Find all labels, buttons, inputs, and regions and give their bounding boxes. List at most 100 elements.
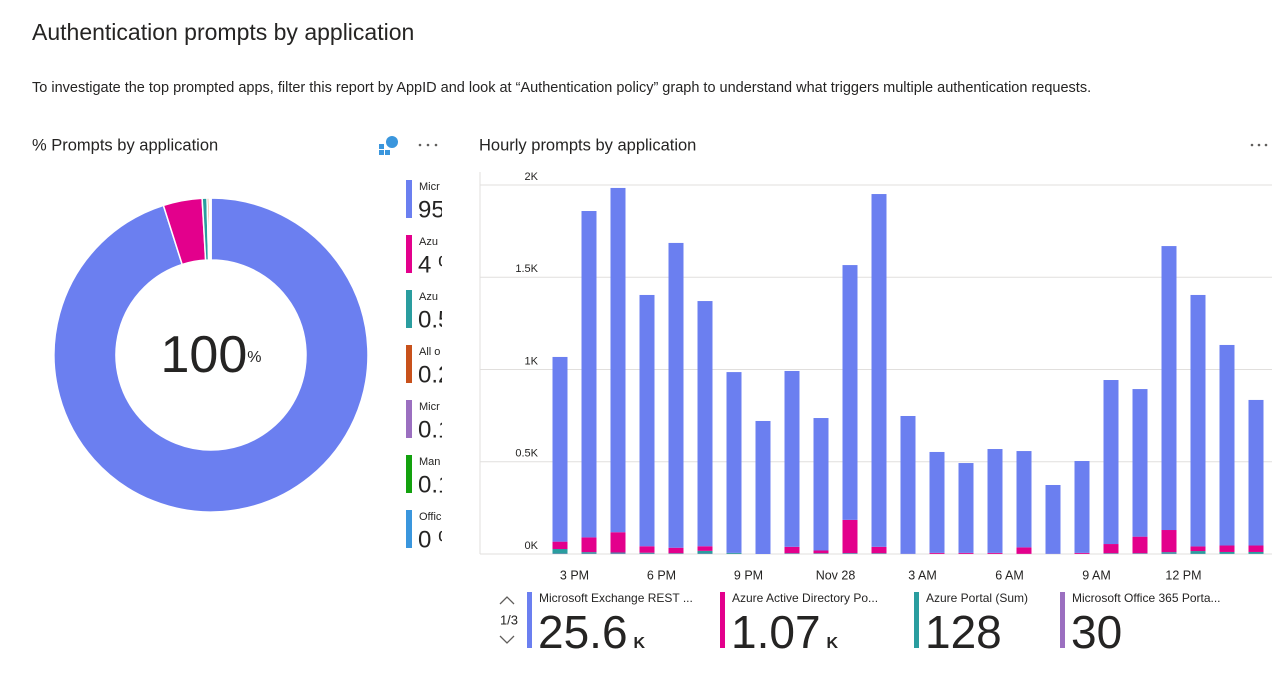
dot xyxy=(434,143,438,147)
bar-segment xyxy=(697,550,713,554)
legend-label: Micr xyxy=(419,181,440,193)
bar-segment xyxy=(1132,536,1148,554)
bar-segment xyxy=(1074,552,1090,554)
bar-segment xyxy=(1132,389,1148,537)
bar-segment xyxy=(1016,451,1032,548)
bar-segment xyxy=(929,451,945,553)
bar-segment xyxy=(813,550,829,554)
bar-segment xyxy=(668,242,684,548)
legend-swatch xyxy=(406,235,412,273)
x-tick-label: Nov 28 xyxy=(816,568,856,582)
legend-label: Man xyxy=(419,456,440,468)
total-value: 30 xyxy=(1071,606,1122,658)
legend-pager[interactable] xyxy=(499,596,515,644)
bar-segment xyxy=(900,415,916,554)
bar-segment xyxy=(1248,551,1264,554)
bar-segment xyxy=(1161,246,1177,531)
dot xyxy=(426,143,430,147)
bar-segment xyxy=(1219,551,1235,554)
bar-segment xyxy=(842,265,858,520)
legend-swatch xyxy=(406,290,412,328)
x-tick-label: 3 PM xyxy=(560,568,589,582)
more-options[interactable] xyxy=(1250,143,1268,147)
bar-segment xyxy=(871,194,887,547)
bar-segment xyxy=(668,553,684,554)
bar-segment xyxy=(1161,552,1177,554)
bar-segment xyxy=(610,552,626,554)
bar-segment xyxy=(958,552,974,554)
y-tick-label: 1.5K xyxy=(515,263,538,275)
legend-swatch xyxy=(406,400,412,438)
bar-segment xyxy=(987,552,1003,554)
x-tick-label: 9 AM xyxy=(1082,568,1111,582)
bar-segment xyxy=(871,553,887,554)
y-tick-label: 0.5K xyxy=(515,448,538,460)
legend-label: Micr xyxy=(419,401,440,413)
bar-segment xyxy=(929,552,945,554)
page-title: Authentication prompts by application xyxy=(32,19,414,45)
bar-segment xyxy=(813,553,829,554)
bar-segment xyxy=(1219,344,1235,546)
y-tick-label: 1K xyxy=(525,355,539,367)
bar-segment xyxy=(1132,553,1148,554)
bar-segment xyxy=(581,537,597,553)
legend-swatch xyxy=(406,345,412,383)
legend-label: Microsoft Exchange REST ... xyxy=(539,591,693,605)
bar-segment xyxy=(552,356,568,542)
bar-segment xyxy=(755,420,771,554)
more-options[interactable] xyxy=(418,143,438,147)
donut-title: % Prompts by application xyxy=(32,136,218,154)
total-value: 128 xyxy=(925,606,1002,658)
legend-value: 0.2 xyxy=(418,361,451,388)
bar-segment xyxy=(1190,551,1206,554)
total-unit: K xyxy=(634,635,646,652)
bar-segment xyxy=(1248,399,1264,546)
legend-value: 0.1 xyxy=(418,471,451,498)
bar-segment xyxy=(726,552,742,554)
icon-part xyxy=(385,150,390,155)
bar-segment xyxy=(697,301,713,547)
legend-value: 0.5 xyxy=(418,306,451,333)
bar-segment xyxy=(813,418,829,551)
center-label: 100% xyxy=(161,326,262,384)
bar-segment xyxy=(1016,547,1032,554)
legend-label: All o xyxy=(419,346,440,358)
legend-value: 0 % xyxy=(418,526,459,553)
page-description: To investigate the top prompted apps, fi… xyxy=(32,80,1091,96)
legend-label: Azure Active Directory Po... xyxy=(732,591,878,605)
bar-segment xyxy=(784,546,800,554)
total-value: 1.07 xyxy=(731,606,821,658)
bar-segment xyxy=(668,547,684,554)
bar-segment xyxy=(784,370,800,547)
legend-label: Azu xyxy=(419,236,438,248)
x-tick-label: 3 AM xyxy=(908,568,937,582)
bar-segment xyxy=(1219,545,1235,552)
bar-segment xyxy=(697,546,713,551)
x-tick-label: 6 PM xyxy=(647,568,676,582)
total-value: 25.6 xyxy=(538,606,628,658)
bar-segment xyxy=(842,519,858,554)
page-up[interactable] xyxy=(499,596,515,605)
page-down[interactable] xyxy=(499,635,515,644)
legend-swatch xyxy=(914,592,919,648)
total-unit: K xyxy=(827,635,839,652)
x-tick-label: 6 AM xyxy=(995,568,1024,582)
bar-segment xyxy=(1103,544,1119,554)
bar-segment xyxy=(871,546,887,554)
legend-total: 1.07 K xyxy=(731,606,839,658)
icon-part xyxy=(379,144,384,149)
bar-segment xyxy=(958,463,974,553)
donut-slice xyxy=(53,197,369,513)
bar-segment xyxy=(1045,484,1061,554)
visual-icon[interactable] xyxy=(379,136,398,155)
bar-segment xyxy=(726,372,742,553)
legend-value: 95 xyxy=(418,196,445,223)
dot xyxy=(1250,143,1254,147)
legend-swatch xyxy=(406,455,412,493)
y-tick-label: 2K xyxy=(525,171,539,183)
bar-segment xyxy=(581,552,597,554)
bar-segment xyxy=(987,449,1003,553)
bar-segment xyxy=(1161,530,1177,553)
